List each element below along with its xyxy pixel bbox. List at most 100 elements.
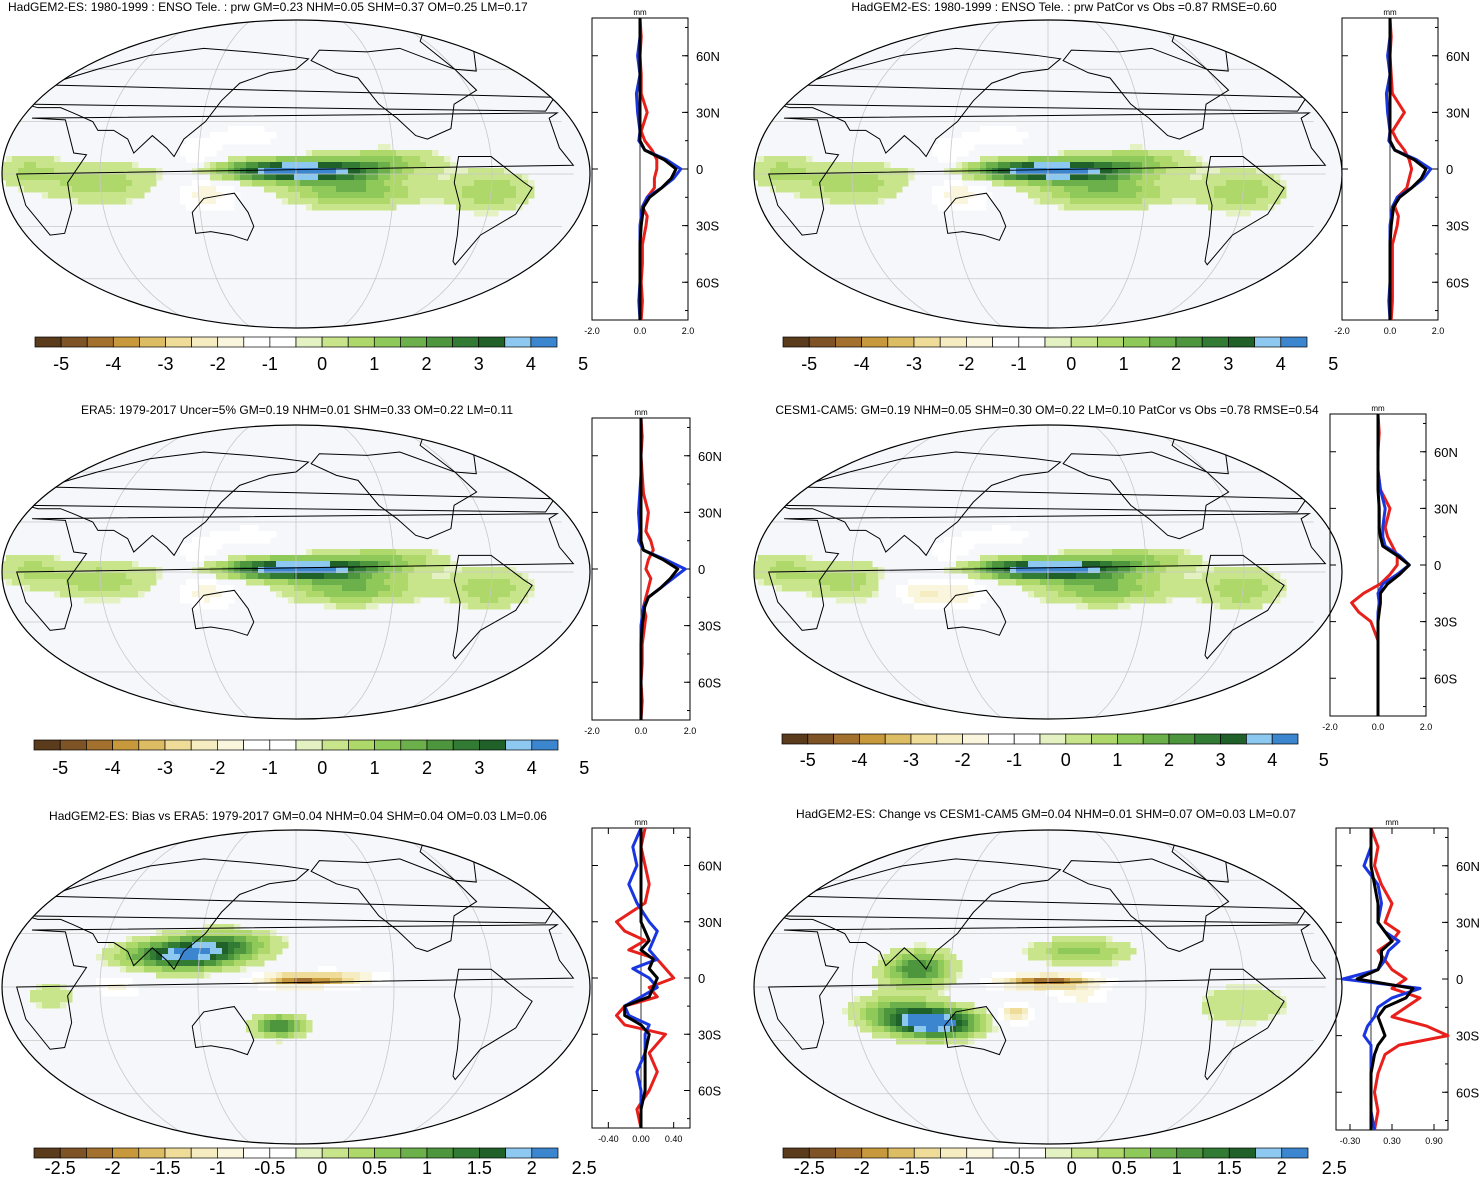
field-cell xyxy=(186,543,193,550)
field-cell xyxy=(456,567,463,574)
field-cell xyxy=(1028,156,1035,163)
field-cell xyxy=(60,579,67,586)
colorbar-box xyxy=(452,1147,480,1159)
field-cell xyxy=(1136,597,1143,604)
field-cell xyxy=(258,936,265,943)
field-cell xyxy=(962,150,969,157)
field-cell xyxy=(794,180,801,187)
field-cell xyxy=(228,966,235,973)
field-cell xyxy=(860,174,867,181)
field-cell xyxy=(258,567,265,574)
field-cell xyxy=(78,180,85,187)
field-cell xyxy=(114,561,121,568)
panel-title: HadGEM2-ES: 1980-1999 : ENSO Tele. : prw… xyxy=(851,0,1277,14)
lat-tick-label: 30S xyxy=(698,619,721,634)
field-cell xyxy=(842,1008,849,1015)
field-cell xyxy=(150,168,157,175)
field-cell xyxy=(1112,948,1119,955)
coastline xyxy=(310,47,478,140)
field-cell xyxy=(1208,1008,1215,1015)
field-cell xyxy=(1202,591,1209,598)
field-cell xyxy=(944,603,951,610)
field-cell xyxy=(968,579,975,586)
field-cell xyxy=(342,156,349,163)
field-cell xyxy=(848,174,855,181)
field-cell xyxy=(336,168,343,175)
field-cell xyxy=(228,126,235,133)
colorbar-tick-label: -3 xyxy=(906,354,922,374)
field-cell xyxy=(294,573,301,580)
field-cell xyxy=(794,186,801,193)
field-cell xyxy=(854,180,861,187)
field-cell xyxy=(806,162,813,169)
field-cell xyxy=(300,579,307,586)
field-cell xyxy=(1268,192,1275,199)
field-cell xyxy=(1064,597,1071,604)
field-cell xyxy=(1016,978,1023,985)
lat-tick-label: 60N xyxy=(698,859,722,874)
field-cell xyxy=(36,573,43,580)
field-cell xyxy=(186,186,193,193)
lat-tick-label: 30N xyxy=(1434,501,1458,516)
field-cell xyxy=(522,198,529,205)
field-cell xyxy=(396,585,403,592)
field-cell xyxy=(492,579,499,586)
field-cell xyxy=(890,1026,897,1033)
field-cell xyxy=(938,1008,945,1015)
field-cell xyxy=(1022,186,1029,193)
field-cell xyxy=(1016,972,1023,979)
field-cell xyxy=(324,603,331,610)
field-cell xyxy=(1238,585,1245,592)
field-cell xyxy=(282,174,289,181)
field-cell xyxy=(24,579,31,586)
field-cell xyxy=(890,180,897,187)
field-cell xyxy=(998,162,1005,169)
field-cell xyxy=(354,174,361,181)
field-cell xyxy=(372,591,379,598)
field-cell xyxy=(420,567,427,574)
field-cell xyxy=(126,573,133,580)
field-cell xyxy=(258,132,265,139)
colorbar-box xyxy=(479,739,506,751)
field-cell xyxy=(396,567,403,574)
field-cell xyxy=(1256,603,1263,610)
field-cell xyxy=(462,573,469,580)
field-cell xyxy=(776,555,783,562)
field-cell xyxy=(1226,1020,1233,1027)
field-cell xyxy=(860,561,867,568)
field-cell xyxy=(908,954,915,961)
field-cell xyxy=(992,174,999,181)
field-cell xyxy=(794,567,801,574)
field-cell xyxy=(198,138,205,145)
field-cell xyxy=(90,192,97,199)
field-cell xyxy=(1136,162,1143,169)
field-cell xyxy=(836,561,843,568)
field-cell xyxy=(282,192,289,199)
field-cell xyxy=(348,597,355,604)
field-cell xyxy=(932,186,939,193)
field-cell xyxy=(962,144,969,151)
field-cell xyxy=(336,192,343,199)
field-cell xyxy=(120,954,127,961)
profile-unit: mm xyxy=(633,8,647,17)
field-cell xyxy=(198,204,205,211)
field-cell xyxy=(348,561,355,568)
field-cell xyxy=(432,561,439,568)
field-cell xyxy=(468,174,475,181)
field-cell xyxy=(312,567,319,574)
field-cell xyxy=(126,561,133,568)
field-cell xyxy=(974,531,981,538)
field-cell xyxy=(1088,573,1095,580)
field-cell xyxy=(890,168,897,175)
field-cell xyxy=(492,198,499,205)
field-cell xyxy=(1046,162,1053,169)
field-cell xyxy=(468,198,475,205)
field-cell xyxy=(1238,1020,1245,1027)
field-cell xyxy=(1262,573,1269,580)
field-cell xyxy=(468,579,475,586)
field-cell xyxy=(252,954,259,961)
field-cell xyxy=(878,996,885,1003)
field-cell xyxy=(216,924,223,931)
field-cell xyxy=(968,603,975,610)
field-cell xyxy=(90,168,97,175)
